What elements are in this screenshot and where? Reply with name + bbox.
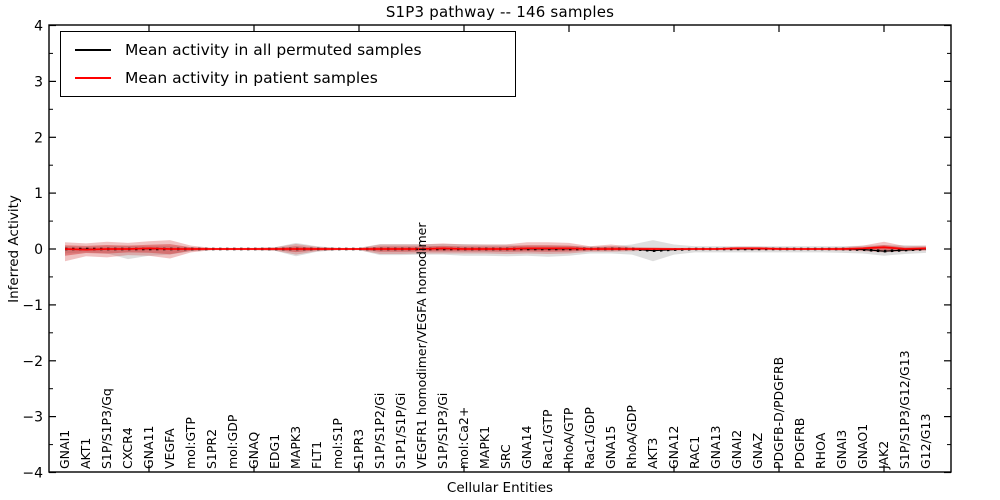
entity-label: G12/G13 — [918, 414, 933, 469]
entity-label: S1P/S1P2/Gi — [372, 393, 387, 469]
patient-line-swatch-icon — [75, 76, 111, 79]
chart-title: S1P3 pathway -- 146 samples — [385, 3, 615, 21]
entity-label: S1P/S1P3/G12/G13 — [897, 350, 912, 469]
entity-label: Rac1/GTP — [540, 409, 555, 469]
entity-label: GNA12 — [666, 426, 681, 470]
entity-label: CXCR4 — [120, 427, 135, 469]
legend-label-permuted: Mean activity in all permuted samples — [125, 41, 422, 60]
entity-label: PDGFRB — [792, 418, 807, 469]
entity-label: mol:S1P — [330, 418, 345, 469]
legend-item-permuted: Mean activity in all permuted samples — [75, 41, 515, 59]
y-tick-label: −1 — [22, 298, 43, 314]
entity-label: mol:Ca2+ — [456, 407, 471, 469]
plot-border — [48, 24, 952, 473]
permuted-line-swatch-icon — [75, 49, 111, 52]
entity-label: GNAO1 — [855, 424, 870, 469]
entity-label: mol:GDP — [225, 414, 240, 469]
entity-label: GNA14 — [519, 425, 534, 469]
entity-label: mol:GTP — [183, 417, 198, 469]
entity-label: S1PR3 — [351, 429, 366, 469]
patient-std-band-inner — [65, 244, 926, 256]
permuted-std-band — [65, 240, 926, 262]
entity-label: AKT3 — [645, 438, 660, 469]
entity-label: JAK2 — [876, 441, 891, 470]
y-axis-title: Inferred Activity — [6, 195, 22, 303]
entity-label: AKT1 — [78, 438, 93, 469]
entity-label: SRC — [498, 444, 513, 469]
x-axis-title: Cellular Entities — [446, 480, 554, 496]
y-tick-label: 2 — [34, 130, 43, 146]
y-tick-label: −2 — [22, 354, 43, 370]
y-tick-label: 3 — [34, 74, 43, 90]
legend-label-patient: Mean activity in patient samples — [125, 68, 378, 87]
entity-label: PDGFB-D/PDGFRB — [771, 357, 786, 469]
y-tick-label: −4 — [22, 466, 43, 482]
entity-label: S1P/S1P3/Gq — [99, 388, 114, 469]
entity-label: VEGFR1 homodimer/VEGFA homodimer — [414, 222, 429, 469]
legend: Mean activity in all permuted samples Me… — [60, 31, 516, 97]
y-tick-label: 0 — [34, 242, 43, 258]
entity-label: GNAQ — [246, 432, 261, 469]
legend-item-patient: Mean activity in patient samples — [75, 69, 515, 87]
y-tick-label: 4 — [34, 19, 43, 35]
entity-label: Rac1/GDP — [582, 407, 597, 469]
entity-label: GNAZ — [750, 433, 765, 469]
entity-label: VEGFA — [162, 428, 177, 469]
entity-label: MAPK1 — [477, 426, 492, 469]
entity-label: RAC1 — [687, 436, 702, 469]
entity-label: GNAI1 — [57, 430, 72, 469]
entity-label: RhoA/GTP — [561, 407, 576, 469]
y-tick-label: −3 — [22, 410, 43, 426]
entity-label: FLT1 — [309, 441, 324, 469]
entity-label: S1PR2 — [204, 429, 219, 469]
entity-label: GNAI2 — [729, 430, 744, 469]
entity-label: S1P/S1P3/Gi — [435, 393, 450, 469]
entity-label: GNA11 — [141, 426, 156, 470]
entity-label: EDG1 — [267, 434, 282, 469]
entity-label: GNA15 — [603, 426, 618, 470]
patient-mean-line — [64, 246, 927, 251]
entity-label: MAPK3 — [288, 426, 303, 469]
entity-label: RhoA/GDP — [624, 405, 639, 469]
y-tick-label: 1 — [34, 186, 43, 202]
entity-label: S1P1/S1P/Gi — [393, 393, 408, 469]
patient-std-band — [65, 240, 926, 262]
entity-label: GNA13 — [708, 426, 723, 470]
entity-label: RHOA — [813, 432, 828, 469]
entity-label: GNAI3 — [834, 430, 849, 469]
